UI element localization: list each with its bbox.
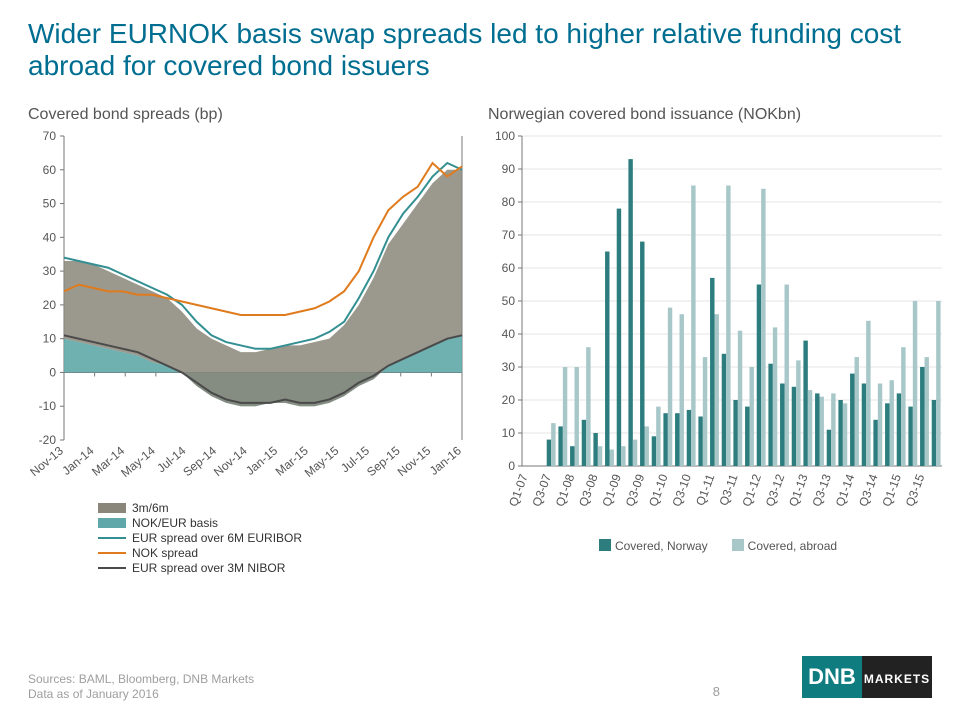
svg-text:Q3-08: Q3-08 [576,472,601,508]
svg-text:-10: -10 [39,400,57,414]
svg-text:100: 100 [495,130,515,143]
left-legend: 3m/6mNOK/EUR basisEUR spread over 6M EUR… [98,501,468,575]
right-chart-title: Norwegian covered bond issuance (NOKbn) [488,106,948,124]
legend-item: EUR spread over 3M NIBOR [98,561,468,575]
svg-text:50: 50 [502,294,516,308]
legend-item: EUR spread over 6M EURIBOR [98,531,468,545]
svg-text:20: 20 [502,393,516,407]
svg-text:Q3-10: Q3-10 [669,472,694,508]
logo-top-text: DNB [808,664,856,689]
legend-item: Covered, abroad [732,539,837,553]
svg-text:Q1-07: Q1-07 [506,472,531,508]
svg-text:Nov-15: Nov-15 [395,444,434,480]
svg-text:May-14: May-14 [118,444,158,481]
dnb-logo: DNB MARKETS [802,656,932,703]
svg-text:May-15: May-15 [302,444,342,481]
svg-text:Q1-08: Q1-08 [553,472,578,508]
svg-text:60: 60 [43,163,57,177]
footer: Sources: BAML, Bloomberg, DNB Markets Da… [28,672,254,703]
svg-text:Jan-14: Jan-14 [59,444,96,479]
svg-text:70: 70 [43,130,57,143]
svg-text:Q1-15: Q1-15 [879,472,904,508]
svg-text:Q3-09: Q3-09 [623,472,648,508]
legend-item: NOK/EUR basis [98,516,468,530]
svg-text:-20: -20 [39,433,57,447]
right-chart: Norwegian covered bond issuance (NOKbn) … [488,106,948,576]
svg-text:Jan-15: Jan-15 [243,444,280,479]
svg-text:Q3-15: Q3-15 [903,472,928,508]
svg-text:Q1-13: Q1-13 [786,472,811,508]
right-chart-svg: 0102030405060708090100Q1-07Q3-07Q1-08Q3-… [488,130,948,530]
svg-text:30: 30 [43,264,57,278]
right-legend: Covered, Norway Covered, abroad [488,539,948,553]
charts-row: Covered bond spreads (bp) -20 -10 0 10 20 30 4… [28,106,932,576]
svg-text:Q3-07: Q3-07 [529,472,554,508]
left-chart-svg: -20-10010203040506070Nov-13Jan-14Mar-14M… [28,130,468,490]
legend-item: NOK spread [98,546,468,560]
svg-text:0: 0 [508,459,515,473]
footer-source: Sources: BAML, Bloomberg, DNB Markets [28,672,254,688]
legend-item: Covered, Norway [599,539,708,553]
svg-text:80: 80 [502,195,516,209]
page-title: Wider EURNOK basis swap spreads led to h… [28,18,932,82]
svg-text:40: 40 [502,327,516,341]
footer-date: Data as of January 2016 [28,687,254,703]
svg-text:Sep-14: Sep-14 [180,444,219,480]
svg-text:Q3-12: Q3-12 [763,472,788,508]
svg-text:50: 50 [43,197,57,211]
legend-item: 3m/6m [98,501,468,515]
svg-text:40: 40 [43,231,57,245]
svg-text:Sep-15: Sep-15 [364,444,403,480]
svg-text:Q1-09: Q1-09 [599,472,624,508]
left-chart: Covered bond spreads (bp) -20 -10 0 10 20 30 4… [28,106,468,576]
svg-text:Q3-13: Q3-13 [809,472,834,508]
svg-text:Nov-14: Nov-14 [211,444,250,480]
svg-text:10: 10 [502,426,516,440]
svg-text:Q1-12: Q1-12 [739,472,764,508]
left-chart-title: Covered bond spreads (bp) [28,106,468,124]
svg-text:Q1-10: Q1-10 [646,472,671,508]
svg-text:20: 20 [43,298,57,312]
svg-text:Q3-14: Q3-14 [856,472,881,508]
page-number: 8 [713,684,720,699]
logo-bottom-text: MARKETS [864,672,930,686]
svg-text:Nov-13: Nov-13 [28,444,66,480]
svg-text:70: 70 [502,228,516,242]
svg-text:60: 60 [502,261,516,275]
svg-text:90: 90 [502,162,516,176]
svg-text:10: 10 [43,332,57,346]
svg-text:30: 30 [502,360,516,374]
svg-text:0: 0 [49,366,56,380]
svg-text:Q1-11: Q1-11 [693,472,717,508]
svg-text:Jan-16: Jan-16 [427,444,464,479]
svg-text:Q3-11: Q3-11 [716,472,740,508]
svg-text:Q1-14: Q1-14 [833,472,858,508]
slide-page: Wider EURNOK basis swap spreads led to h… [0,0,960,717]
